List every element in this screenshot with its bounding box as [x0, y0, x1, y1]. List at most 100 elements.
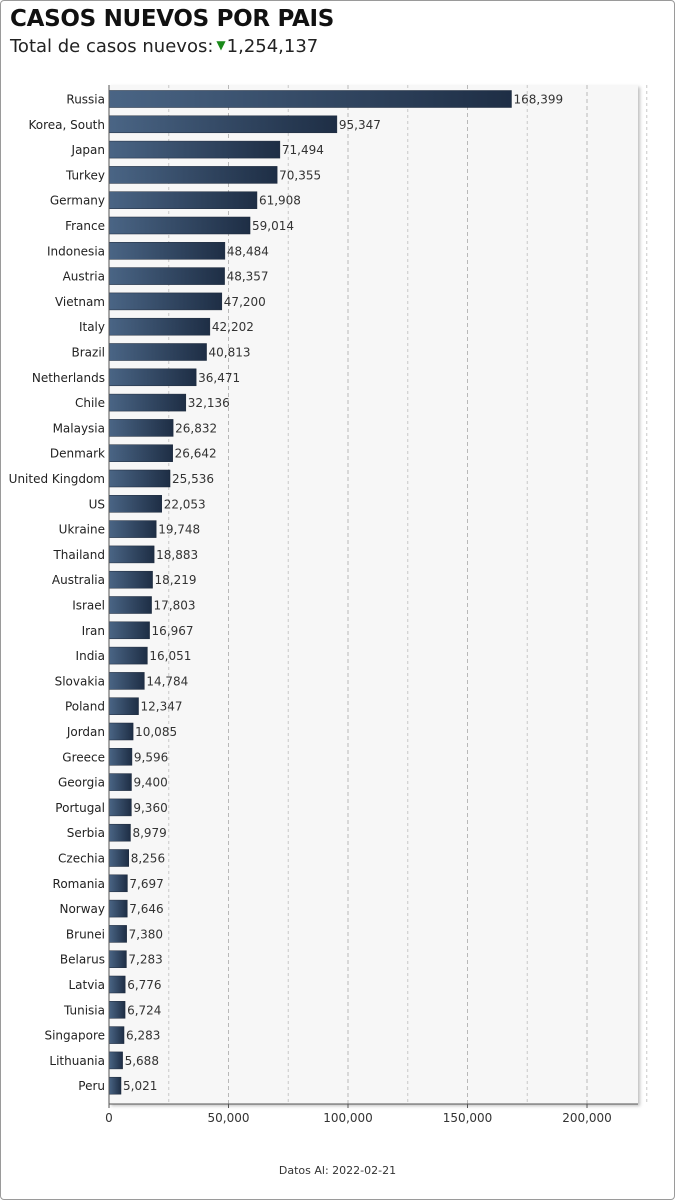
category-label: Latvia [68, 978, 105, 992]
value-label: 9,360 [133, 801, 167, 815]
category-label: Lithuania [49, 1054, 105, 1068]
bar-chile [108, 393, 187, 412]
x-tick-label: 150,000 [443, 1111, 493, 1125]
value-label: 26,832 [175, 421, 217, 435]
bar-turkey [108, 166, 278, 184]
category-label: Malaysia [53, 421, 105, 435]
value-label: 7,283 [128, 953, 162, 967]
value-label: 6,283 [126, 1029, 160, 1043]
bar-indonesia [108, 242, 226, 260]
bar-thailand [108, 545, 155, 564]
bar-france [108, 216, 251, 235]
bar-iran [108, 621, 150, 640]
bar-israel [108, 596, 152, 614]
bar-denmark [108, 444, 173, 462]
bar-peru [108, 1076, 122, 1095]
x-tick-label: 200,000 [562, 1111, 612, 1125]
category-label: Georgia [58, 776, 105, 790]
bar-romania [108, 874, 128, 893]
category-label: US [89, 497, 105, 511]
bar-brazil [108, 343, 207, 361]
value-label: 10,085 [135, 725, 177, 739]
value-label: 18,219 [155, 573, 197, 587]
value-label: 9,596 [134, 750, 168, 764]
plot-area [109, 85, 638, 1104]
bar-japan [108, 140, 281, 159]
value-label: 36,471 [198, 371, 240, 385]
value-label: 22,053 [164, 497, 206, 511]
value-label: 168,399 [513, 93, 563, 107]
bar-tunisia [108, 1001, 126, 1019]
category-label: United Kingdom [9, 472, 105, 486]
value-label: 12,347 [141, 700, 183, 714]
category-label: Australia [52, 573, 105, 587]
category-label: Poland [65, 700, 105, 714]
category-label: Greece [62, 750, 105, 764]
category-label: Belarus [60, 953, 105, 967]
value-label: 7,697 [129, 877, 163, 891]
category-label: Jordan [66, 725, 105, 739]
value-label: 61,908 [259, 194, 301, 208]
bar-ukraine [108, 520, 157, 538]
category-label: Turkey [65, 168, 105, 182]
bar-netherlands [108, 368, 197, 387]
category-label: Romania [53, 877, 105, 891]
category-label: France [65, 219, 105, 233]
value-label: 32,136 [188, 396, 230, 410]
category-label: Thailand [52, 548, 105, 562]
value-label: 40,813 [209, 346, 251, 360]
value-label: 7,646 [129, 902, 163, 916]
bar-united-kingdom [108, 469, 171, 488]
bar-slovakia [108, 672, 145, 690]
category-label: Indonesia [47, 244, 105, 258]
value-label: 59,014 [252, 219, 294, 233]
category-label: Japan [71, 143, 105, 157]
category-label: Serbia [67, 826, 105, 840]
category-label: Chile [75, 396, 105, 410]
category-label: Germany [50, 194, 105, 208]
bar-vietnam [108, 292, 223, 311]
bar-singapore [108, 1026, 125, 1044]
value-label: 5,688 [125, 1054, 159, 1068]
category-label: Slovakia [55, 674, 105, 688]
x-tick-label: 0 [105, 1111, 113, 1125]
value-label: 25,536 [172, 472, 214, 486]
value-label: 19,748 [158, 523, 200, 537]
bar-czechia [108, 849, 129, 867]
value-label: 8,979 [132, 826, 166, 840]
value-label: 9,400 [133, 776, 167, 790]
bar-korea-south [108, 115, 338, 134]
category-label: Czechia [58, 852, 105, 866]
category-label: Brunei [66, 927, 105, 941]
value-label: 6,724 [127, 1003, 161, 1017]
bar-us [108, 495, 162, 513]
bar-malaysia [108, 419, 174, 437]
category-label: Norway [59, 902, 105, 916]
value-label: 7,380 [129, 927, 163, 941]
subtitle-label: Total de casos nuevos: [10, 36, 214, 57]
x-tick-label: 100,000 [323, 1111, 373, 1125]
bar-portugal [108, 798, 132, 817]
category-label: Tunisia [63, 1003, 105, 1017]
value-label: 16,051 [149, 649, 191, 663]
category-label: India [76, 649, 105, 663]
value-label: 14,784 [146, 674, 188, 688]
value-label: 71,494 [282, 143, 324, 157]
value-label: 5,021 [123, 1079, 157, 1093]
bar-austria [108, 267, 225, 285]
value-label: 42,202 [212, 320, 254, 334]
bar-germany [108, 191, 258, 209]
total-new-cases-value: 1,254,137 [226, 36, 319, 57]
value-label: 47,200 [224, 295, 266, 309]
category-label: Israel [72, 599, 105, 613]
category-label: Korea, South [28, 118, 105, 132]
category-label: Singapore [44, 1029, 105, 1043]
bar-norway [108, 899, 128, 918]
bar-australia [108, 570, 153, 589]
value-label: 48,484 [227, 244, 269, 258]
chart-title: CASOS NUEVOS POR PAIS [10, 6, 335, 32]
value-label: 70,355 [279, 168, 321, 182]
category-label: Netherlands [32, 371, 105, 385]
value-label: 48,357 [227, 270, 269, 284]
